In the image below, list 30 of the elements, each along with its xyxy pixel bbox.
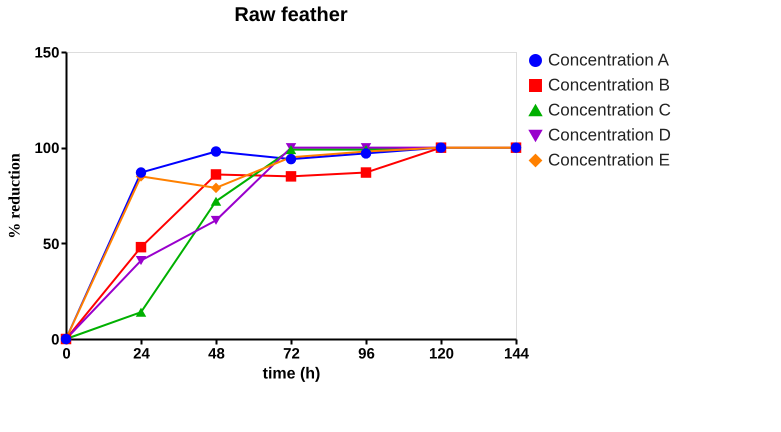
point	[136, 256, 146, 266]
x-axis-title: time (h)	[262, 366, 320, 382]
x-tick-label: 48	[208, 346, 225, 362]
legend-label: Concentration A	[548, 50, 670, 70]
x-tick-label: 96	[358, 346, 375, 362]
legend-label: Concentration C	[548, 100, 671, 120]
x-tick-label: 24	[133, 346, 150, 362]
point	[210, 182, 222, 194]
legend-label: Concentration B	[548, 76, 670, 94]
point	[136, 308, 146, 317]
x-tick-label: 120	[428, 346, 454, 362]
point	[210, 146, 222, 157]
y-tick-label: 50	[42, 236, 60, 253]
point	[136, 242, 146, 252]
point	[210, 169, 222, 180]
y-axis-title: % reduction	[6, 153, 24, 239]
y-tick-label: 0	[51, 332, 60, 348]
legend-label: Concentration E	[548, 150, 670, 170]
x-tick-label: 0	[62, 346, 71, 362]
point	[286, 171, 296, 182]
point	[136, 167, 146, 178]
legend-label: Concentration D	[548, 126, 671, 144]
x-tick-label: 72	[283, 346, 300, 362]
point	[210, 196, 222, 206]
y-tick-label: 150	[34, 44, 60, 62]
point	[360, 167, 372, 178]
x-tick-label: 144	[504, 346, 530, 362]
point	[210, 216, 222, 225]
chart-title: Raw feather	[234, 4, 348, 26]
y-tick-label: 100	[34, 140, 60, 158]
